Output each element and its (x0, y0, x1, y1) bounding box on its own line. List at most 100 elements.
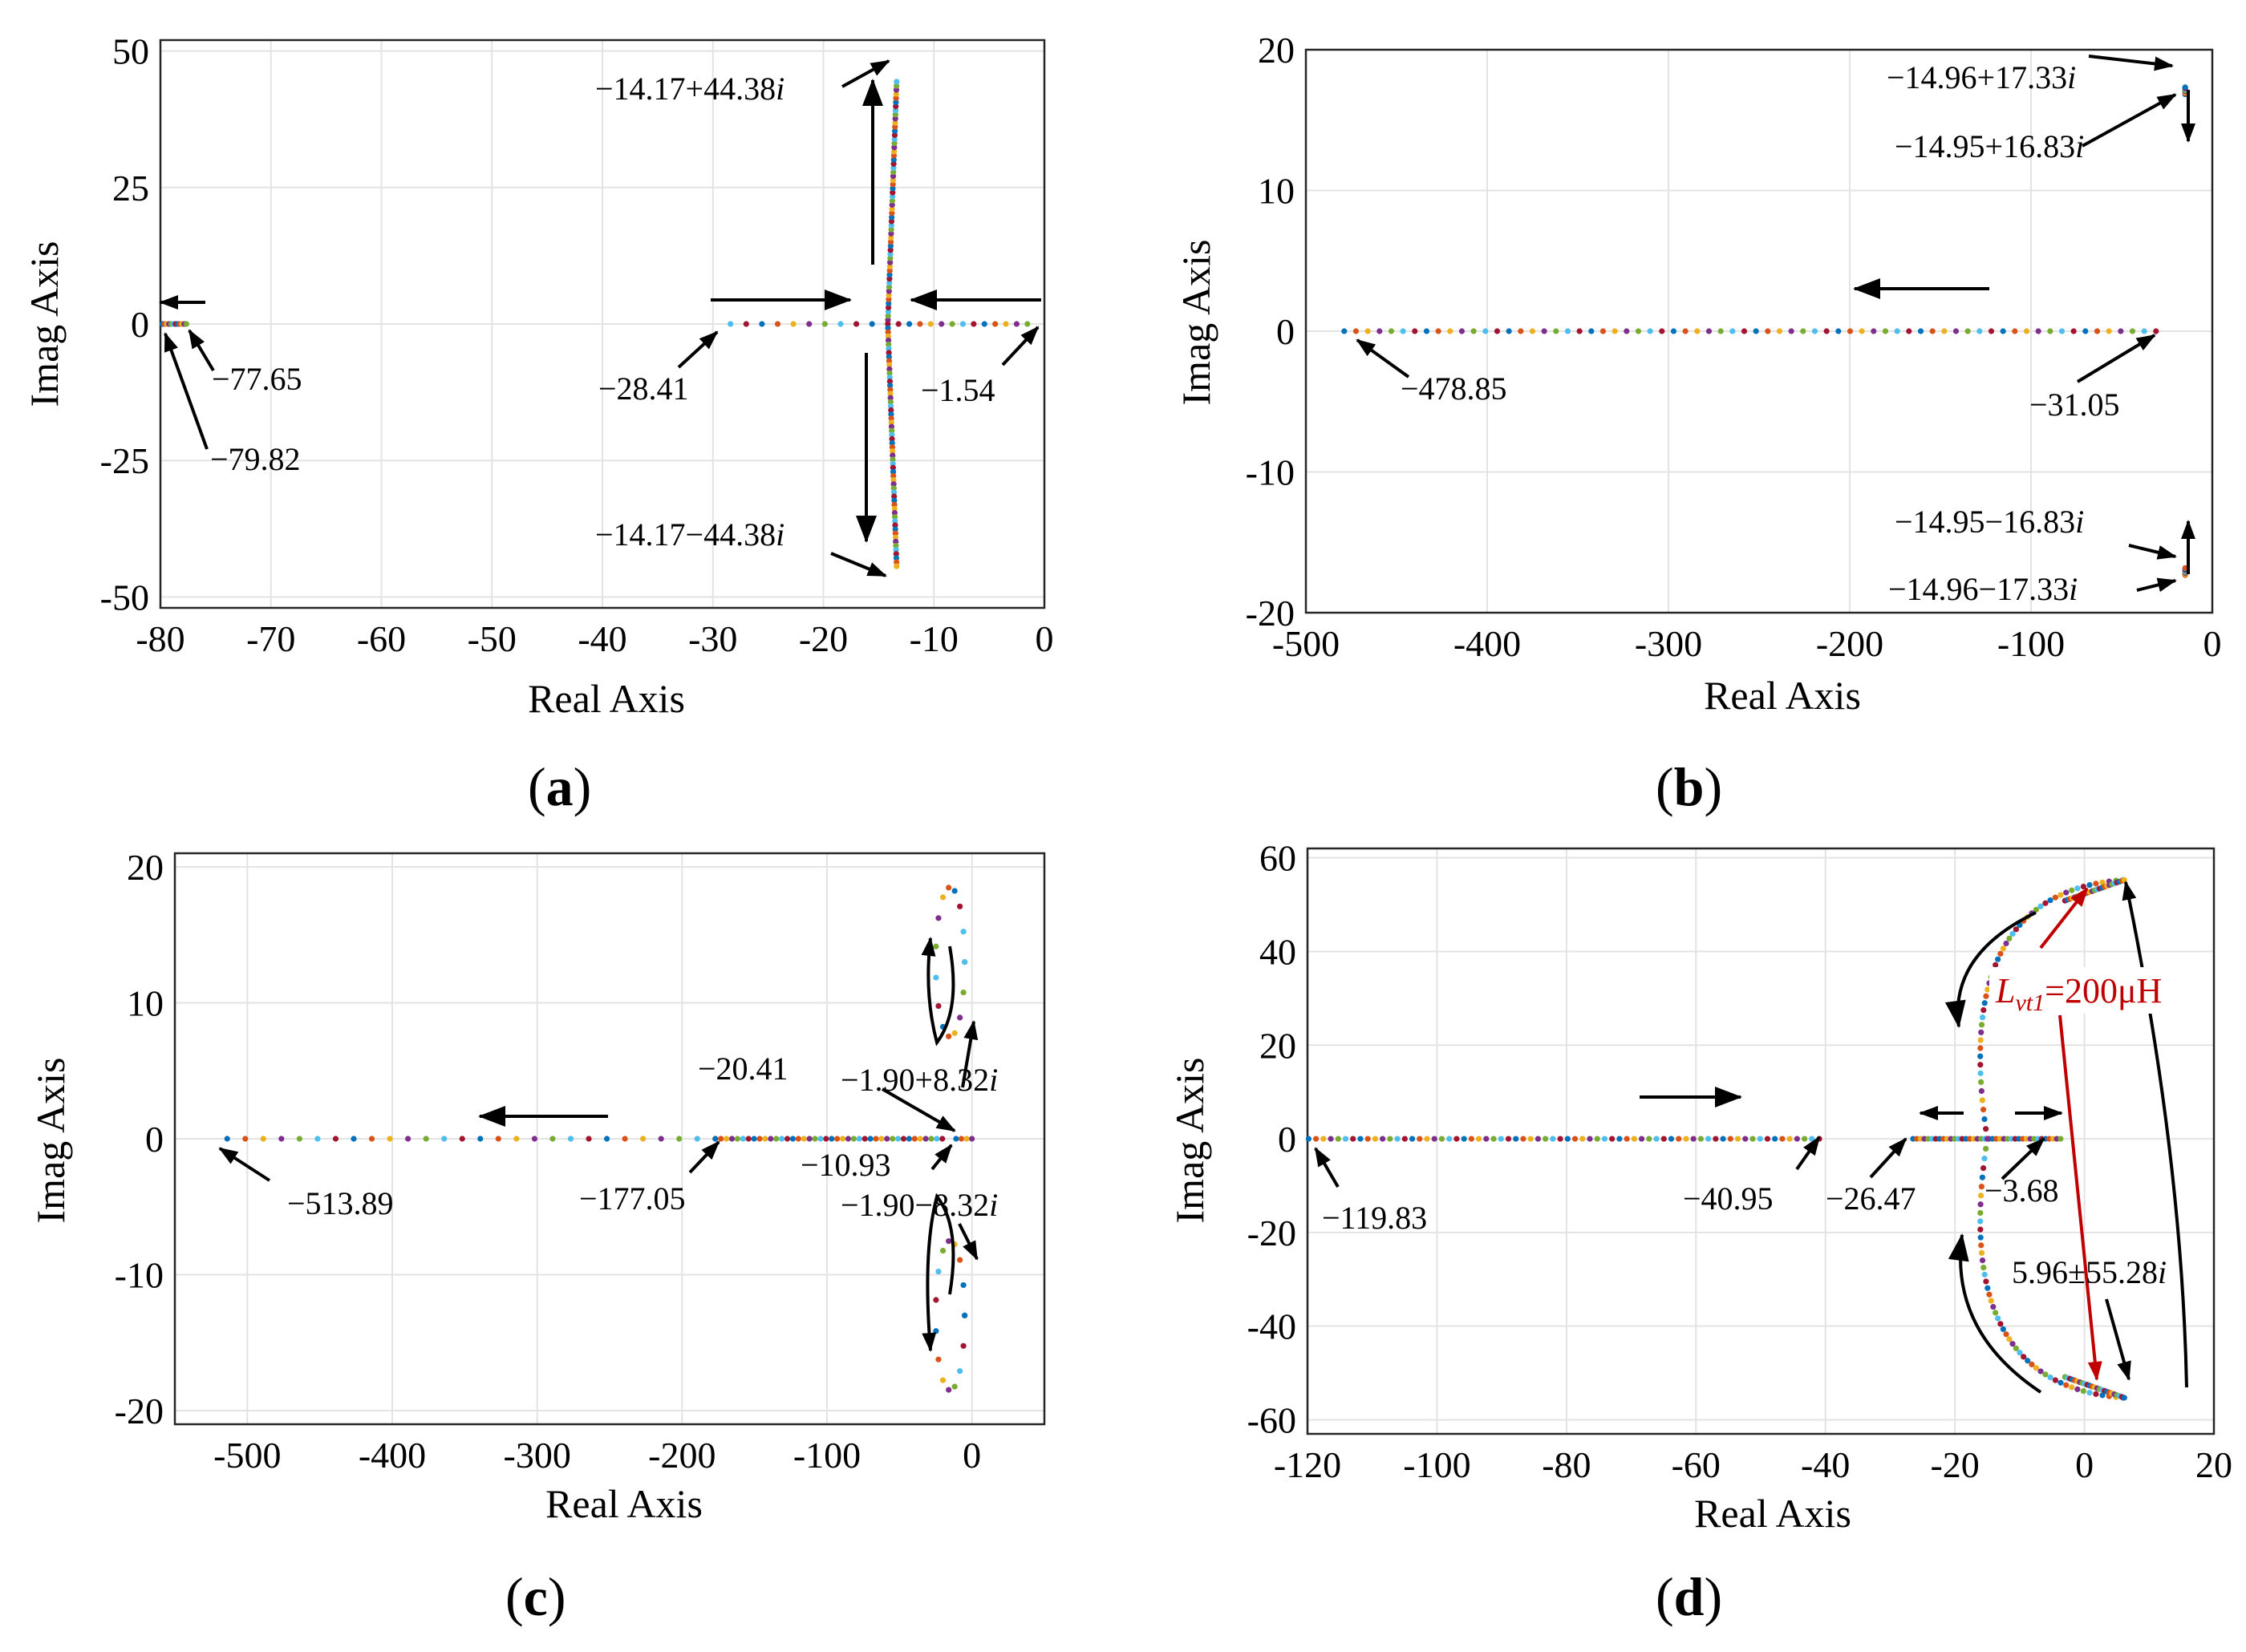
panel-b-plot-frame (1304, 48, 2214, 614)
panel-c-point (946, 1387, 952, 1393)
panel-b-point (1906, 328, 1912, 334)
panel-d-xtick-label: -40 (1801, 1444, 1850, 1485)
panel-d-ytick-label: -20 (1247, 1213, 1296, 1253)
panel-a-point (887, 399, 894, 405)
panel-a-point (892, 518, 898, 524)
panel-a-point (892, 107, 899, 114)
panel-d-ann-2647: −26.47 (1826, 1180, 1916, 1217)
panel-b-point (1835, 328, 1842, 334)
panel-d-point (1985, 986, 1991, 993)
panel-b-ytick-label: 20 (1258, 30, 1295, 71)
panel-c-point (884, 1136, 890, 1142)
panel-b-point (1435, 328, 1441, 334)
panel-d-point (2057, 1379, 2064, 1386)
panel-a-point (894, 559, 900, 565)
panel-a-point (887, 383, 894, 389)
panel-d-point (1988, 1298, 1994, 1304)
panel-d-point (1980, 1164, 1987, 1172)
panel-d-point (1983, 1126, 1989, 1132)
panel-a-point (886, 379, 894, 385)
panel-d-lower-curve-arrow (1948, 1233, 2042, 1394)
panel-d-point (1335, 1136, 1341, 1142)
panel-a-point (890, 152, 898, 159)
panel-c-point (441, 1136, 448, 1142)
panel-d-point (2003, 1331, 2009, 1338)
panel-b-ann-upper-1: −14.96+17.33i (1887, 59, 2076, 95)
panel-a-point (885, 309, 891, 315)
panel-a-xtick-label: -10 (910, 618, 959, 659)
panel-b-point (1811, 328, 1818, 334)
panel-b-ann-upper-1-value: −14.96+17.33 (1887, 59, 2067, 95)
panel-c-point (296, 1136, 302, 1142)
panel-d-point (1786, 1136, 1793, 1142)
panel-b-points (1341, 84, 2188, 578)
panel-d-point (2086, 881, 2093, 889)
panel-c-point (795, 1136, 801, 1142)
panel-b-point (1929, 328, 1936, 334)
panel-c-point (278, 1136, 285, 1142)
panel-b-xtick-label: -300 (1635, 623, 1702, 664)
panel-c-point (740, 1136, 746, 1142)
panel-b-point (1941, 328, 1948, 334)
panel-d-point (1779, 1136, 1786, 1142)
panel-c-point (933, 943, 939, 949)
panel-d-xtick-label: -20 (1930, 1444, 1979, 1485)
panel-a-point (891, 514, 898, 520)
panel-b-point (1553, 328, 1559, 334)
panel-c-ylabel: Imag Axis (28, 1058, 73, 1224)
panel-d-point (1977, 1053, 1984, 1059)
panel-b-pointer-lower-2 (2136, 577, 2177, 593)
panel-d-point (1543, 1136, 1549, 1142)
panel-a-point (893, 103, 899, 110)
panel-d-point (1978, 1029, 1985, 1035)
panel-c-point (586, 1136, 592, 1142)
panel-d-point (2000, 945, 2006, 952)
panel-c-point (773, 1136, 780, 1142)
panel-b-point (1988, 328, 1995, 334)
panel-d-upper-curve-arrow (1944, 911, 2037, 1028)
panel-c-point (935, 1268, 942, 1275)
panel-a-point (888, 218, 895, 225)
panel-a-ann-7982: −79.82 (210, 441, 301, 477)
panel-d-point (2093, 881, 2099, 887)
panel-a-point (891, 128, 898, 134)
panel-c-point (960, 1342, 967, 1349)
panel-c-point (801, 1136, 807, 1142)
panel-a-point (889, 431, 895, 438)
panel-b-ann-3105: −31.05 (2029, 387, 2120, 423)
panel-c-point (878, 1136, 885, 1142)
panel-c-point (260, 1136, 266, 1142)
panel-b-point (1823, 328, 1830, 334)
panel-d-point (1809, 1136, 1815, 1142)
panel-b-point (2182, 84, 2188, 91)
panel-d-point (1977, 1045, 1984, 1051)
panel-c-point (939, 894, 947, 901)
panel-d-point (1978, 1079, 1985, 1085)
panel-b-ann-upper-2-value: −14.95+16.83 (1895, 128, 2075, 164)
panel-d-point (1505, 1136, 1512, 1142)
panel-c-point (856, 1136, 862, 1142)
panel-b-ann-upper-1-i: i (2067, 59, 2076, 95)
panel-a-point (890, 472, 897, 480)
panel-a-point (886, 354, 892, 360)
panel-c-xtick-label: -500 (213, 1435, 281, 1476)
panel-a-point (887, 251, 894, 257)
panel-b-ytick-label: 0 (1276, 311, 1295, 352)
panel-c-point (960, 929, 967, 935)
panel-b-point (1364, 328, 1371, 334)
panel-b-point (2118, 328, 2124, 334)
panel-b-arrows (1356, 55, 2195, 593)
panel-c-point (922, 1136, 929, 1142)
panel-a-point (886, 280, 893, 286)
panel-d-point (1977, 1201, 1984, 1208)
panel-a-ann-lower: −14.17−44.38i (595, 516, 784, 553)
panel-c-point (867, 1136, 874, 1142)
panel-a-ann-7765: −77.65 (212, 361, 302, 397)
panel-b-point (1423, 328, 1430, 334)
panel-d-point (1550, 1136, 1556, 1142)
panel-b-xtick-label: -400 (1453, 623, 1521, 664)
panel-a-point (774, 321, 781, 327)
panel-d-point (2047, 897, 2053, 904)
panel-a-ann-2841: −28.41 (598, 370, 689, 407)
